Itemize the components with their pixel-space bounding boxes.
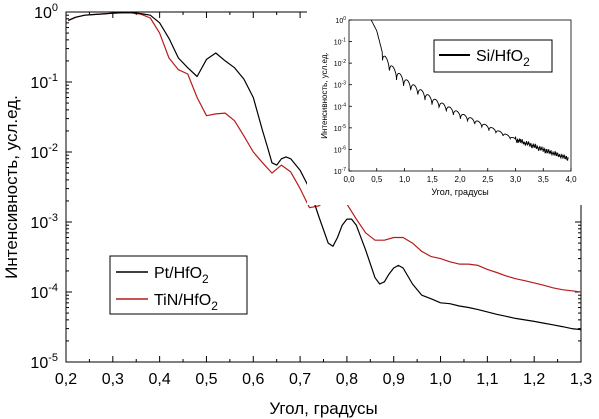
series-line-pt-hfo2 [68, 12, 582, 331]
x-tick-label: 0,4 [149, 371, 171, 388]
y-tick-label: 10-4 [30, 282, 58, 302]
x-tick-label: 1,3 [570, 371, 592, 388]
y-tick-label: 100 [34, 2, 58, 22]
inset-y-axis-title: Интенсивность, усл.ед. [320, 52, 329, 138]
inset-x-tick-label: 2,0 [454, 175, 466, 184]
inset-x-tick-label: 4,0 [565, 175, 577, 184]
inset-y-tick-label: 10-4 [334, 102, 346, 111]
inset-chart: 0,0 0,5 1,0 1,5 2,0 2,5 3,0 3,5 4,0 100 10-1 10-2 10… [307, 10, 583, 205]
inset-series-line-si-hfo2 [370, 19, 569, 161]
y-tick-label: 10-3 [30, 212, 58, 232]
x-tick-label: 0,3 [102, 371, 124, 388]
x-tick-label: 0,2 [55, 371, 77, 388]
inset-x-tick-label: 0,0 [343, 175, 355, 184]
x-tick-label: 1,2 [523, 371, 545, 388]
legend-label: TiN/HfO2 [154, 292, 218, 313]
inset-x-axis-title: Угол, градусы [431, 187, 488, 197]
y-axis-title: Интенсивность, усл.ед. [2, 95, 21, 279]
x-tick-label: 0,5 [195, 371, 217, 388]
inset-x-tick-label: 1,5 [427, 175, 439, 184]
x-tick-label: 0,6 [242, 371, 264, 388]
x-tick-label: 1,0 [429, 371, 451, 388]
x-tick-label: 0,9 [383, 371, 405, 388]
y-tick-label: 10-5 [30, 352, 58, 372]
inset-y-tick-label: 10-6 [334, 145, 346, 154]
main-chart: 0,2 0,3 0,4 0,5 0,6 0,7 0,8 0,9 1,0 1,1 1,2 1,3 100 1… [2, 2, 592, 418]
x-axis-title: Угол, градусы [269, 399, 377, 418]
inset-x-tick-label: 3,0 [510, 175, 522, 184]
inset-y-tick-label: 10-1 [334, 38, 346, 47]
legend-box [109, 255, 248, 315]
x-tick-label: 1,1 [476, 371, 498, 388]
inset-y-tick-label: 10-5 [334, 124, 346, 133]
inset-x-tick-label: 2,5 [482, 175, 494, 184]
inset-x-tick-label: 3,5 [538, 175, 550, 184]
inset-x-tick-label: 1,0 [399, 175, 411, 184]
inset-y-tick-label: 10-7 [334, 167, 346, 176]
x-tick-label: 0,8 [336, 371, 358, 388]
legend-label: Pt/HfO2 [154, 265, 209, 286]
x-tick-label: 0,7 [289, 371, 311, 388]
main-legend: Pt/HfO2 TiN/HfO2 [109, 255, 248, 315]
inset-y-tick-label: 100 [335, 16, 346, 25]
inset-y-tick-label: 10-2 [334, 59, 346, 68]
y-tick-label: 10-2 [30, 142, 58, 162]
y-tick-label: 10-1 [30, 72, 58, 92]
inset-legend-label: Si/HfO2 [476, 48, 530, 69]
inset-x-tick-label: 0,5 [371, 175, 383, 184]
inset-y-tick-label: 10-3 [334, 81, 346, 90]
